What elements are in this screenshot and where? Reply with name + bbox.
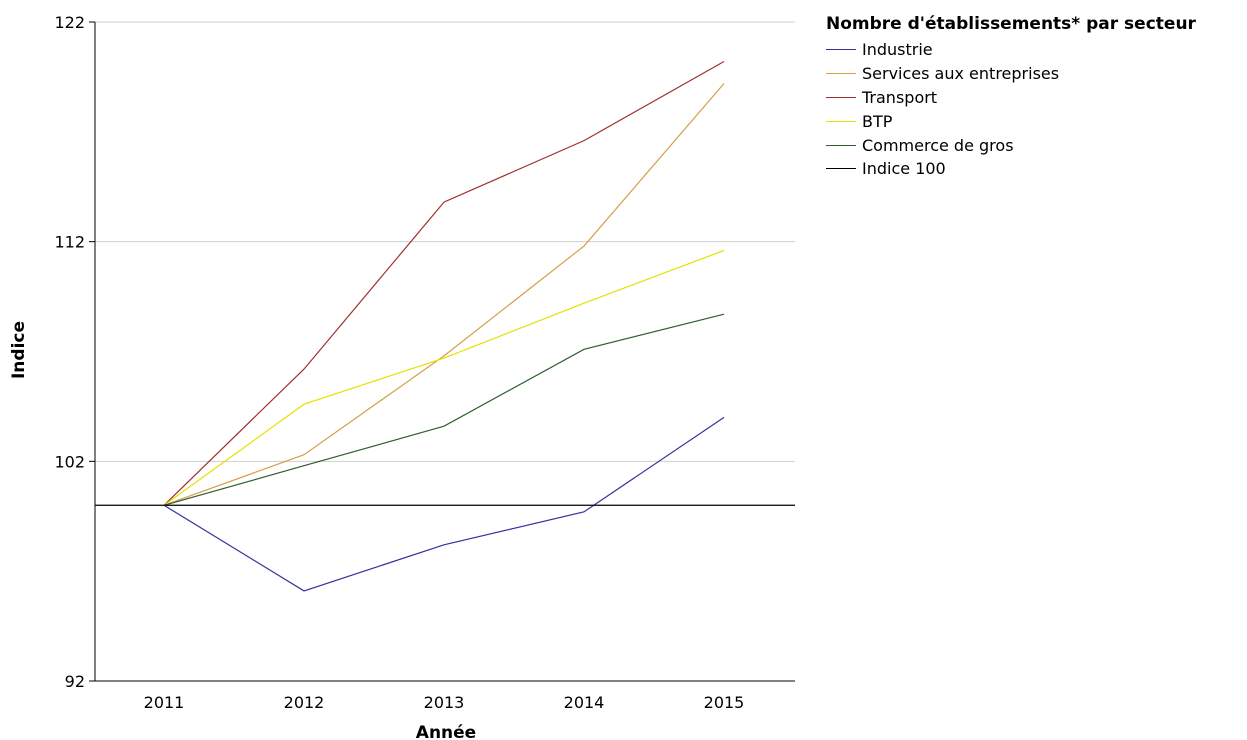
y-tick-label: 102 bbox=[54, 452, 85, 471]
gridlines bbox=[95, 21, 795, 462]
legend-label: BTP bbox=[862, 111, 893, 131]
y-axis-title: Indice bbox=[9, 321, 29, 379]
legend-item-services-aux-entreprises: Services aux entreprises bbox=[826, 62, 1196, 86]
series-lines bbox=[95, 61, 795, 592]
legend-item-btp: BTP bbox=[826, 109, 1196, 133]
legend-item-transport: Transport bbox=[826, 86, 1196, 110]
x-tick-label: 2011 bbox=[144, 693, 185, 712]
legend-label: Transport bbox=[862, 87, 938, 107]
legend-swatch bbox=[826, 168, 856, 170]
x-axis-title: Année bbox=[416, 723, 476, 740]
legend-label: Industrie bbox=[862, 40, 933, 60]
legend-swatch bbox=[826, 49, 856, 51]
legend-title: Nombre d'établissements* par secteur bbox=[826, 14, 1196, 34]
series-line-industrie bbox=[163, 416, 725, 592]
y-tick-label: 92 bbox=[65, 672, 85, 691]
legend-swatch bbox=[826, 96, 856, 98]
legend-item-commerce-de-gros: Commerce de gros bbox=[826, 133, 1196, 157]
legend-item-industrie: Industrie bbox=[826, 38, 1196, 62]
legend-label: Services aux entreprises bbox=[862, 64, 1060, 84]
legend: Nombre d'établissements* par secteur Ind… bbox=[826, 14, 1196, 181]
y-tick-label: 122 bbox=[54, 13, 85, 32]
series-line-commerce-de-gros bbox=[163, 313, 725, 506]
legend-swatch bbox=[826, 120, 856, 122]
line-chart: 92 102 112 122 2011 2012 2013 2014 2015 Année I… bbox=[9, 13, 795, 740]
legend-label: Indice 100 bbox=[862, 159, 946, 179]
x-tick-label: 2012 bbox=[284, 693, 325, 712]
y-axis-ticks: 92 102 112 122 bbox=[54, 13, 95, 691]
legend-items: Industrie Services aux entreprises Transpo… bbox=[826, 38, 1196, 181]
x-tick-label: 2014 bbox=[564, 693, 605, 712]
series-line-btp bbox=[163, 249, 725, 506]
legend-swatch bbox=[826, 144, 856, 146]
y-tick-label: 112 bbox=[54, 233, 85, 252]
x-axis-ticks: 2011 2012 2013 2014 2015 bbox=[144, 693, 745, 712]
legend-label: Commerce de gros bbox=[862, 135, 1014, 155]
legend-item-indice-100: Indice 100 bbox=[826, 157, 1196, 181]
x-tick-label: 2015 bbox=[704, 693, 745, 712]
series-line-services-aux-entreprises bbox=[163, 83, 725, 506]
legend-swatch bbox=[826, 73, 856, 75]
x-tick-label: 2013 bbox=[424, 693, 465, 712]
series-line-transport bbox=[163, 61, 725, 506]
